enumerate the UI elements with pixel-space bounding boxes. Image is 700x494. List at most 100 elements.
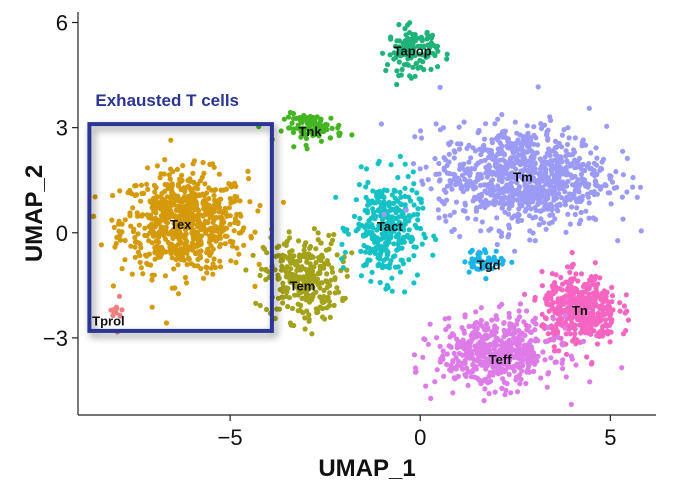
data-point xyxy=(589,171,595,177)
data-point xyxy=(232,198,238,204)
data-point xyxy=(379,265,386,271)
data-point xyxy=(308,264,314,271)
data-point xyxy=(469,348,475,354)
data-point xyxy=(551,348,558,354)
data-point xyxy=(136,240,142,246)
data-point xyxy=(542,315,549,321)
data-point xyxy=(302,326,308,332)
data-point xyxy=(231,228,237,234)
data-point xyxy=(609,293,616,299)
data-point xyxy=(597,186,604,192)
data-point xyxy=(462,208,468,214)
data-point xyxy=(195,186,201,192)
cluster-label-tex: Tex xyxy=(170,217,192,232)
data-point xyxy=(413,60,420,67)
data-point xyxy=(138,265,144,271)
data-point xyxy=(420,354,426,360)
exhausted-label: Exhausted T cells xyxy=(95,91,239,110)
data-point xyxy=(565,211,571,217)
data-point xyxy=(169,285,175,291)
data-point xyxy=(548,296,554,302)
data-point xyxy=(398,194,404,200)
cluster-tem-points xyxy=(243,226,355,337)
data-point xyxy=(420,205,426,211)
data-point xyxy=(232,180,238,186)
data-point xyxy=(187,178,194,184)
data-point xyxy=(580,137,586,143)
data-point xyxy=(532,238,538,244)
data-point xyxy=(247,199,253,205)
data-point xyxy=(534,358,540,364)
data-point xyxy=(395,246,401,252)
data-point xyxy=(188,222,194,228)
data-point xyxy=(411,253,417,259)
data-point xyxy=(298,302,304,308)
data-point xyxy=(257,302,263,309)
data-point xyxy=(582,295,588,301)
data-point xyxy=(303,142,309,148)
data-point xyxy=(512,119,518,125)
data-point xyxy=(428,186,434,192)
data-point xyxy=(554,182,560,188)
data-point xyxy=(289,305,296,312)
data-point xyxy=(414,190,420,196)
data-point xyxy=(430,252,436,258)
data-point xyxy=(528,344,534,350)
data-point xyxy=(406,257,412,263)
data-point xyxy=(402,202,408,208)
data-point xyxy=(344,227,350,233)
data-point xyxy=(98,242,104,248)
data-point xyxy=(558,159,564,165)
data-point xyxy=(246,176,252,182)
data-point xyxy=(514,321,520,327)
data-point xyxy=(424,36,430,42)
data-point xyxy=(209,212,215,218)
data-point xyxy=(573,362,579,368)
data-point xyxy=(507,182,514,188)
data-point xyxy=(526,213,533,219)
data-point xyxy=(278,128,284,134)
data-point xyxy=(474,195,480,201)
data-point xyxy=(300,310,306,316)
data-point xyxy=(198,248,204,254)
data-point xyxy=(122,217,128,223)
data-point xyxy=(504,381,510,387)
data-point xyxy=(157,254,164,260)
data-point xyxy=(379,217,385,223)
data-point xyxy=(406,194,412,200)
data-point xyxy=(391,241,397,247)
data-point xyxy=(396,73,402,79)
data-point xyxy=(290,129,297,136)
data-point xyxy=(297,254,303,260)
data-point xyxy=(300,125,306,131)
data-point xyxy=(475,130,481,136)
data-point xyxy=(593,273,599,280)
data-point xyxy=(478,381,484,387)
data-point xyxy=(176,183,182,189)
data-point xyxy=(544,131,550,137)
data-point xyxy=(500,376,506,382)
data-point xyxy=(524,349,530,355)
data-point xyxy=(132,183,138,189)
data-point xyxy=(473,366,479,372)
data-point xyxy=(274,306,280,312)
data-point xyxy=(541,162,547,168)
data-point xyxy=(482,188,488,194)
data-point xyxy=(524,149,530,155)
data-point xyxy=(597,275,603,281)
data-point xyxy=(481,350,487,356)
data-point xyxy=(579,327,585,333)
data-point xyxy=(378,121,384,127)
data-point xyxy=(506,202,512,208)
data-point xyxy=(335,125,341,131)
data-point xyxy=(555,334,561,340)
data-point xyxy=(329,265,335,271)
data-point xyxy=(177,176,183,182)
data-point xyxy=(204,249,210,256)
data-point xyxy=(383,263,389,270)
data-point xyxy=(509,163,515,169)
data-point xyxy=(487,378,494,384)
data-point xyxy=(599,303,605,309)
data-point xyxy=(578,209,584,216)
data-point xyxy=(415,217,421,223)
